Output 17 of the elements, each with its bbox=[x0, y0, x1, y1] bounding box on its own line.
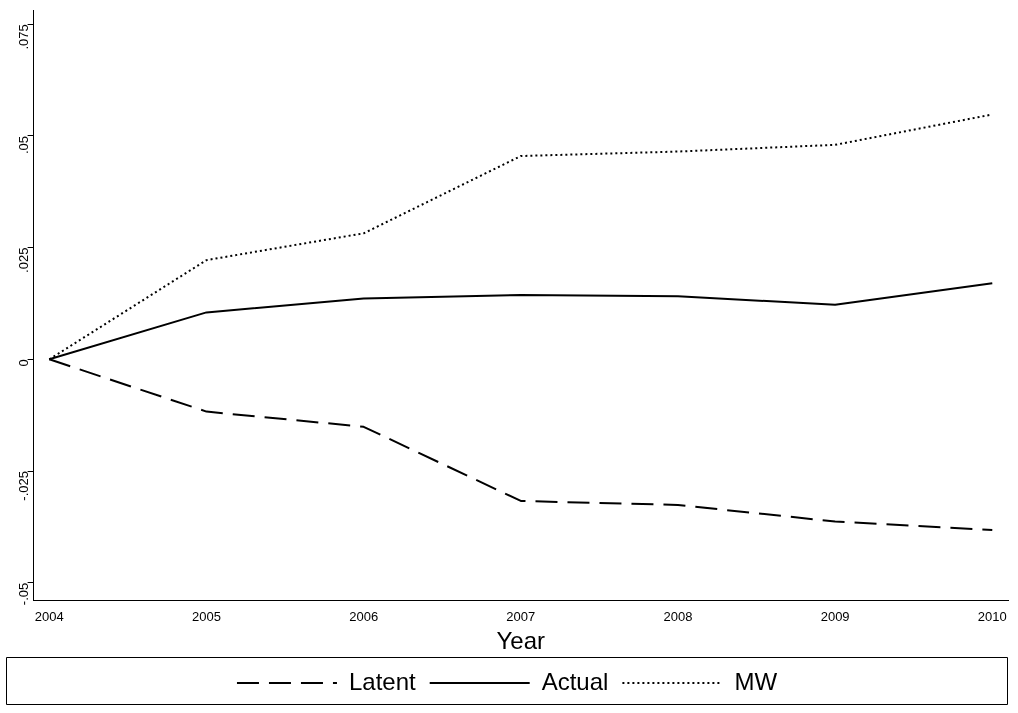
y-tick-label: -.025 bbox=[16, 471, 32, 501]
y-tick-label: .025 bbox=[16, 247, 32, 273]
y-tick-label: .05 bbox=[16, 135, 32, 154]
x-tick-label: 2006 bbox=[349, 608, 379, 624]
legend-label: MW bbox=[734, 667, 778, 695]
y-tick-label: 0 bbox=[16, 359, 32, 367]
x-tick-label: 2009 bbox=[820, 608, 850, 624]
x-tick-label: 2004 bbox=[34, 608, 64, 624]
x-tick-label: 2007 bbox=[506, 608, 536, 624]
x-tick-label: 2010 bbox=[977, 608, 1007, 624]
x-axis-title: Year bbox=[496, 627, 546, 655]
y-tick-label: .075 bbox=[16, 24, 32, 50]
legend-label: Actual bbox=[541, 667, 609, 695]
x-tick-label: 2008 bbox=[663, 608, 693, 624]
y-tick-label: -.05 bbox=[16, 582, 32, 606]
legend-label: Latent bbox=[348, 667, 417, 695]
x-tick-label: 2005 bbox=[192, 608, 221, 624]
